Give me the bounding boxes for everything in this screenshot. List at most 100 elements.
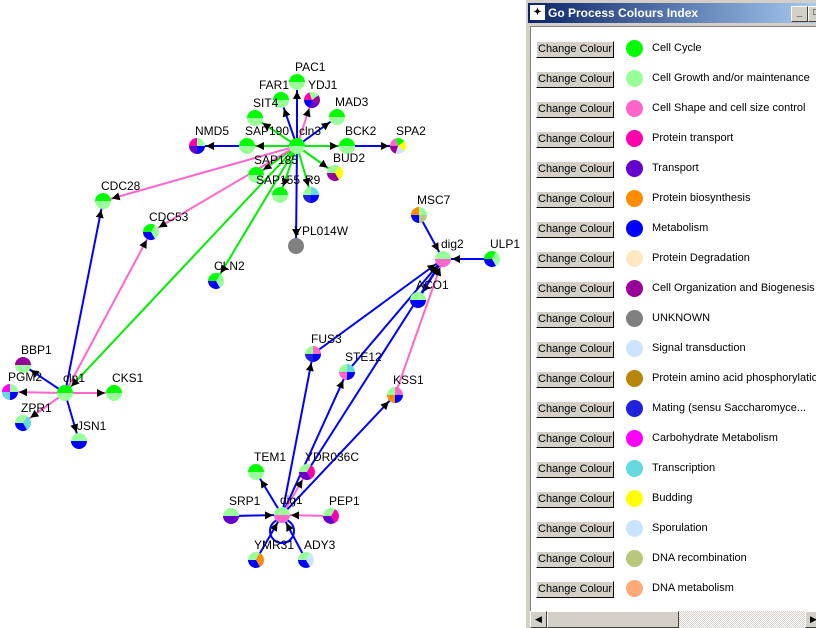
scroll-right-icon[interactable]: ▶ — [805, 611, 816, 628]
node-SRP1[interactable]: SRP1 — [223, 494, 261, 524]
edge-dig1-TEM1[interactable] — [255, 471, 283, 516]
maximize-button[interactable]: □ — [808, 6, 816, 22]
node-SAP155[interactable]: SAP155 — [256, 173, 300, 203]
node-SAP190[interactable]: SAP190 — [239, 124, 289, 154]
edge-cln3-SAP190[interactable] — [247, 142, 297, 150]
node-PEP1[interactable]: PEP1 — [323, 494, 360, 524]
colour-swatch-icon[interactable] — [626, 160, 643, 177]
change-colour-button[interactable]: Change Colour — [536, 551, 614, 568]
colour-swatch-icon[interactable] — [626, 310, 643, 327]
colour-swatch-icon[interactable] — [626, 340, 643, 357]
node-NMD5[interactable]: NMD5 — [189, 124, 229, 154]
node-SPA2[interactable]: SPA2 — [390, 124, 426, 154]
edge-SAP190-NMD5[interactable] — [197, 142, 247, 150]
node-YDR036C[interactable]: YDR036C — [299, 450, 359, 480]
edge-FUS3-dig2[interactable] — [312, 258, 444, 355]
node-ADY3[interactable]: ADY3 — [298, 538, 336, 568]
edge-ULP1-dig2[interactable] — [443, 255, 492, 263]
change-colour-button[interactable]: Change Colour — [536, 311, 614, 328]
node-PGM2[interactable]: PGM2 — [2, 370, 42, 400]
node-TEM1[interactable]: TEM1 — [248, 450, 286, 480]
node-MAD3[interactable]: MAD3 — [329, 95, 369, 125]
node-BCK2[interactable]: BCK2 — [339, 124, 377, 154]
change-colour-button[interactable]: Change Colour — [536, 491, 614, 508]
node-CDC28[interactable]: CDC28 — [95, 179, 141, 209]
edge-cln3-FAR1[interactable] — [280, 99, 298, 147]
node-CKS1[interactable]: CKS1 — [106, 371, 144, 401]
edge-cln3-R9[interactable] — [296, 145, 312, 196]
colour-swatch-icon[interactable] — [626, 550, 643, 567]
edge-cln1-ZPR1[interactable] — [22, 392, 66, 424]
edge-dig1-STE12[interactable] — [281, 371, 348, 516]
edge-dig1-KSS1[interactable] — [281, 394, 396, 516]
edge-cln3-YPL014W[interactable] — [292, 145, 301, 247]
node-YPL014W[interactable]: YPL014W — [288, 224, 349, 254]
edge-cln1-JSN1[interactable] — [64, 392, 80, 442]
title-bar[interactable]: ✦ Go Process Colours Index _ □ — [528, 3, 816, 23]
change-colour-button[interactable]: Change Colour — [536, 71, 614, 88]
node-YMR31[interactable]: YMR31 — [248, 538, 294, 568]
node-cln1[interactable]: cln1 — [57, 371, 85, 401]
colour-swatch-icon[interactable] — [626, 130, 643, 147]
colour-swatch-icon[interactable] — [626, 70, 643, 87]
colour-swatch-icon[interactable] — [626, 400, 643, 417]
node-CLN2[interactable]: CLN2 — [208, 259, 245, 289]
change-colour-button[interactable]: Change Colour — [536, 581, 614, 598]
edge-MSC7-dig2[interactable] — [418, 214, 444, 260]
change-colour-button[interactable]: Change Colour — [536, 251, 614, 268]
change-colour-button[interactable]: Change Colour — [536, 401, 614, 418]
change-colour-button[interactable]: Change Colour — [536, 371, 614, 388]
node-JSN1[interactable]: JSN1 — [71, 419, 107, 449]
node-SIT4[interactable]: SIT4 — [247, 96, 279, 126]
edge-cln3-SIT4[interactable] — [254, 117, 298, 147]
node-R9[interactable]: R9 — [303, 173, 321, 203]
change-colour-button[interactable]: Change Colour — [536, 341, 614, 358]
node-YDJ1[interactable]: YDJ1 — [304, 78, 338, 108]
change-colour-button[interactable]: Change Colour — [536, 461, 614, 478]
edge-cln1-CKS1[interactable] — [65, 389, 114, 397]
change-colour-button[interactable]: Change Colour — [536, 101, 614, 118]
colour-swatch-icon[interactable] — [626, 460, 643, 477]
node-BUD2[interactable]: BUD2 — [327, 151, 365, 182]
node-cln3[interactable]: cln3 — [289, 124, 321, 154]
scroll-left-icon[interactable]: ◀ — [530, 611, 547, 628]
colour-swatch-icon[interactable] — [626, 220, 643, 237]
edge-ADY3-dig1[interactable] — [281, 514, 307, 561]
change-colour-button[interactable]: Change Colour — [536, 431, 614, 448]
edge-cln3-CDC28[interactable] — [102, 145, 298, 202]
colour-swatch-icon[interactable] — [626, 100, 643, 117]
edge-YMR31-dig1[interactable] — [255, 514, 283, 561]
node-ZPR1[interactable]: ZPR1 — [15, 401, 52, 431]
edge-cln3-PAC1[interactable] — [293, 82, 301, 146]
edge-dig1-YDR036C[interactable] — [281, 471, 308, 516]
edge-cln1-CDC53[interactable] — [64, 231, 152, 394]
scrollbar-thumb[interactable] — [547, 611, 679, 628]
node-dig1[interactable]: dig1 — [274, 493, 303, 523]
edge-cln3-CDC53[interactable] — [150, 145, 298, 233]
network-canvas[interactable]: PAC1 FAR1 YDJ1 SIT4 MAD3 cln3 SAP190 NMD5 BCK2 SP… — [0, 0, 526, 628]
edge-BCK2-SPA2[interactable] — [347, 142, 398, 150]
node-BBP1[interactable]: BBP1 — [15, 343, 52, 373]
node-STE12[interactable]: STE12 — [339, 350, 382, 380]
edge-cln3-CLN2[interactable] — [215, 145, 298, 282]
node-CDC53[interactable]: CDC53 — [143, 210, 189, 241]
edge-cln1-BBP1[interactable] — [22, 364, 66, 394]
colour-swatch-icon[interactable] — [626, 280, 643, 297]
node-FUS3[interactable]: FUS3 — [305, 332, 342, 362]
edge-dig1-FUS3[interactable] — [281, 353, 314, 516]
change-colour-button[interactable]: Change Colour — [536, 41, 614, 58]
colour-swatch-icon[interactable] — [626, 190, 643, 207]
minimize-button[interactable]: _ — [791, 6, 808, 22]
horizontal-scrollbar[interactable]: ◀ ▶ — [530, 611, 816, 628]
node-MSC7[interactable]: MSC7 — [411, 193, 451, 223]
node-ULP1[interactable]: ULP1 — [484, 237, 520, 267]
colour-swatch-icon[interactable] — [626, 370, 643, 387]
edge-cln3-BCK2[interactable] — [297, 142, 347, 150]
edge-PEP1-dig1[interactable] — [281, 511, 332, 520]
colour-swatch-icon[interactable] — [626, 490, 643, 507]
edge-cln1-CDC28[interactable] — [64, 200, 104, 394]
node-FAR1[interactable]: FAR1 — [259, 78, 289, 108]
node-dig2[interactable]: dig2 — [435, 237, 464, 267]
colour-swatch-icon[interactable] — [626, 40, 643, 57]
change-colour-button[interactable]: Change Colour — [536, 521, 614, 538]
